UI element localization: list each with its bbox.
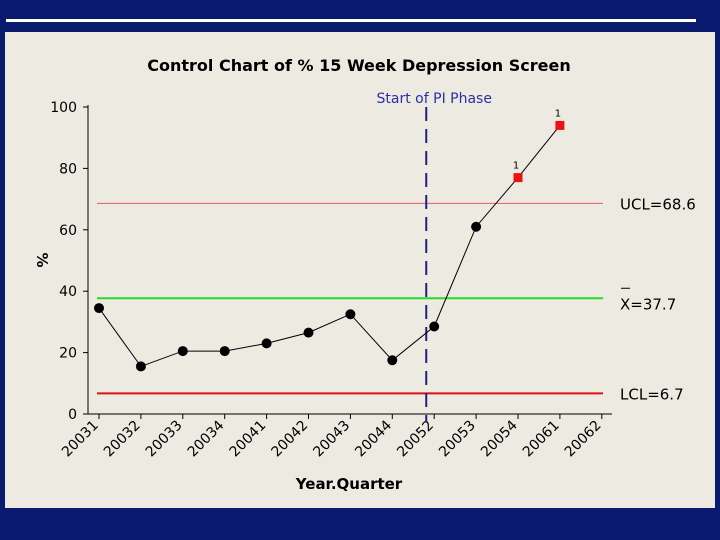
- data-point: [219, 346, 230, 357]
- flag-label: 1: [513, 161, 519, 172]
- flag-label: 1: [555, 108, 561, 119]
- x-tick-label: 20034: [185, 417, 228, 460]
- x-tick-label: 20054: [478, 417, 521, 460]
- y-tick-label: 20: [59, 346, 77, 362]
- x-tick-label: 20053: [436, 418, 479, 461]
- data-point: [94, 303, 104, 314]
- lcl-label: LCL=6.7: [620, 385, 684, 403]
- x-tick-label: 20043: [310, 418, 353, 461]
- y-tick-label: 0: [68, 407, 77, 423]
- data-point: [429, 321, 440, 332]
- flagged-data-point: [555, 120, 565, 130]
- series-line: [98, 125, 561, 368]
- x-tick-label: 20042: [269, 418, 312, 461]
- slide-top-rule: [6, 19, 696, 22]
- data-point: [345, 309, 356, 320]
- x-tick-label: 20032: [101, 418, 144, 461]
- chart-title: Control Chart of % 15 Week Depression Sc…: [147, 56, 571, 75]
- y-tick-label: 40: [59, 284, 77, 300]
- data-point: [303, 327, 314, 338]
- data-point: [261, 338, 272, 349]
- y-tick-label: 80: [59, 161, 77, 177]
- x-tick-label: 20061: [520, 418, 563, 461]
- mean-label: X=37.7: [620, 295, 676, 313]
- data-point: [177, 346, 188, 357]
- y-tick-label: 100: [50, 100, 77, 116]
- ucl-label: UCL=68.6: [620, 195, 696, 213]
- flagged-data-point: [513, 173, 523, 183]
- x-tick-label: 20052: [394, 418, 437, 461]
- x-tick-label: 20044: [352, 417, 395, 460]
- phase-label: Start of PI Phase: [377, 91, 492, 107]
- chart-panel: [5, 32, 715, 508]
- y-axis-label: %: [33, 252, 51, 267]
- x-axis-label: Year.Quarter: [295, 475, 403, 493]
- data-point: [471, 221, 482, 232]
- data-point: [135, 361, 146, 372]
- data-point: [387, 355, 398, 366]
- x-tick-label: 20033: [143, 418, 186, 461]
- y-tick-label: 60: [59, 223, 77, 239]
- x-tick-label: 20041: [227, 418, 270, 461]
- x-tick-label: 20031: [59, 418, 102, 461]
- x-tick-label: 20062: [562, 418, 605, 461]
